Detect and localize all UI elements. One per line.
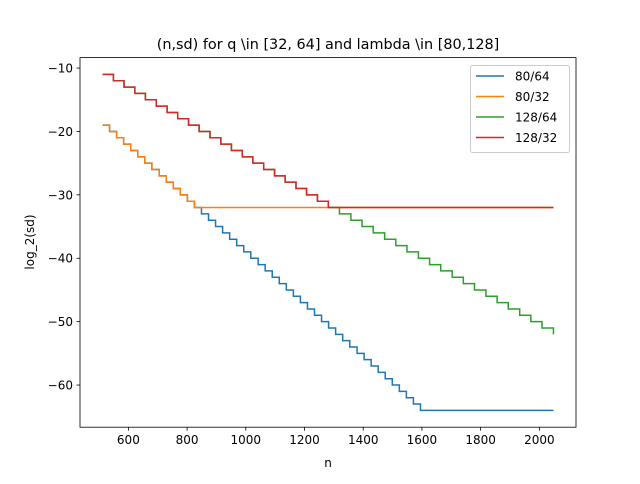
chart-title: (n,sd) for q \in [32, 64] and lambda \in…: [157, 37, 500, 53]
axes-frame: [79, 57, 577, 428]
y-tick-label: −30: [48, 188, 73, 202]
x-tick-label: 1400: [348, 433, 379, 447]
legend-box: [470, 65, 570, 153]
series-layer: [102, 73, 555, 412]
x-tick-label: 1800: [465, 433, 496, 447]
series-line-80-64: [102, 124, 554, 412]
x-axis: 600 800 1000 1200 1400 1600 1800 2000: [117, 427, 555, 447]
series-line-128-32: [102, 73, 554, 209]
x-tick-label: 1200: [289, 433, 320, 447]
x-tick-label: 1000: [231, 433, 262, 447]
x-tick-label: 600: [117, 433, 140, 447]
legend-label: 80/64: [515, 70, 550, 84]
legend-label: 128/64: [515, 111, 557, 125]
y-axis: −10 −20 −30 −40 −50 −60: [48, 62, 80, 393]
y-tick-label: −60: [48, 379, 73, 393]
y-tick-label: −40: [48, 252, 73, 266]
y-tick-label: −10: [48, 62, 73, 76]
x-tick-label: 1600: [407, 433, 438, 447]
x-tick-label: 800: [176, 433, 199, 447]
legend: 80/64 80/32 128/64 128/32: [470, 65, 570, 153]
y-tick-label: −20: [48, 125, 73, 139]
legend-label: 80/32: [515, 90, 550, 104]
y-tick-label: −50: [48, 315, 73, 329]
x-tick-label: 2000: [524, 433, 555, 447]
x-axis-label: n: [324, 456, 332, 470]
legend-label: 128/32: [515, 131, 557, 145]
y-axis-label: log_2(sd): [23, 214, 37, 269]
series-line-80-32: [102, 124, 554, 209]
